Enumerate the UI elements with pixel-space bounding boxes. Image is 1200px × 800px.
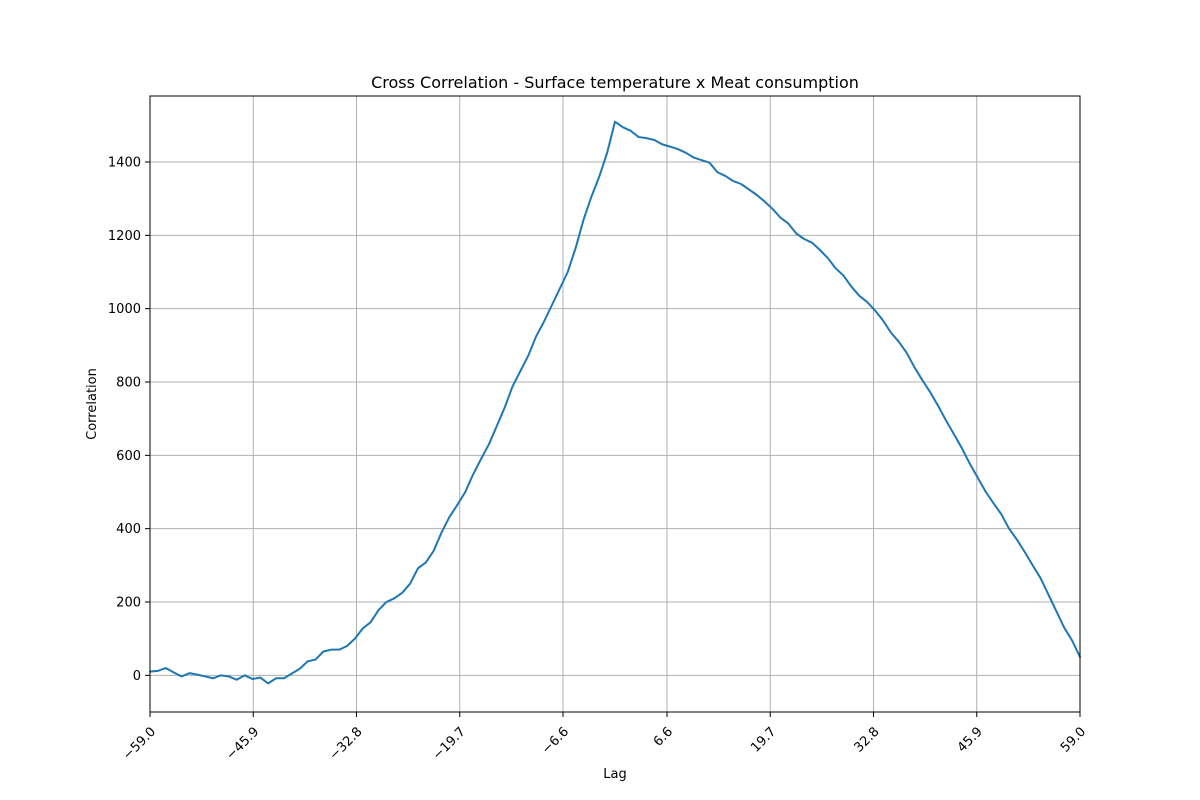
y-tick-label: 600	[116, 449, 141, 464]
chart-title: Cross Correlation - Surface temperature …	[371, 73, 859, 92]
correlation-series-line	[149, 120, 1081, 685]
y-tick-label: 1400	[108, 156, 141, 171]
y-tick-label: 200	[116, 596, 141, 611]
series-layer	[149, 120, 1081, 685]
y-tick-label: 1200	[108, 229, 141, 244]
y-tick-label: 1000	[108, 302, 141, 317]
grid	[149, 96, 1081, 712]
x-axis-label: Lag	[603, 767, 626, 782]
y-tick-label: 0	[133, 669, 141, 684]
plot-frame	[149, 95, 1081, 713]
y-tick-label: 800	[116, 376, 141, 391]
y-axis-label: Correlation	[85, 368, 100, 440]
y-tick-label: 400	[116, 522, 141, 537]
